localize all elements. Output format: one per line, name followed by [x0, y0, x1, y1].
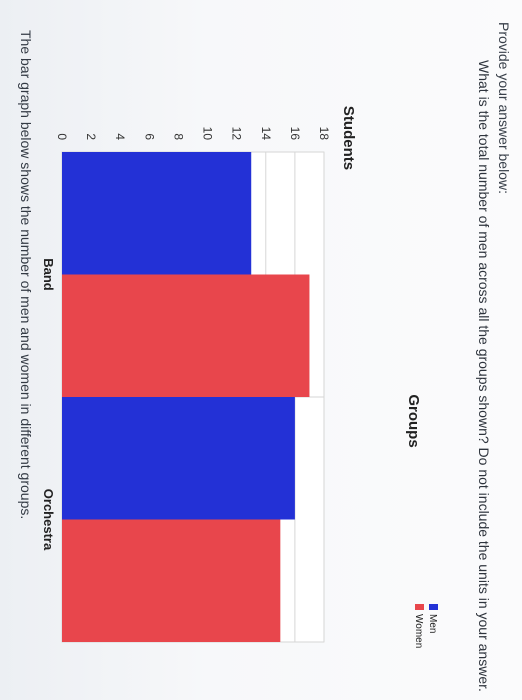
bar-men-band	[62, 152, 252, 275]
legend-swatch	[429, 604, 438, 610]
bar-men-orchestra	[62, 397, 295, 520]
y-tick-label: 10	[201, 127, 215, 141]
y-tick-label: 12	[230, 127, 244, 141]
x-category-label: Band	[41, 258, 56, 291]
y-tick-label: 8	[171, 133, 185, 140]
y-tick-label: 2	[84, 133, 98, 140]
question-text: What is the total number of men across a…	[476, 60, 492, 692]
y-tick-label: 18	[317, 127, 331, 141]
legend-label: Women	[413, 614, 424, 648]
y-axis-ticks: 0 2 4 6 8 10 12 14 16 18	[55, 127, 331, 141]
x-axis-title: Groups	[405, 394, 422, 447]
y-axis-title: Students	[340, 106, 357, 170]
bar-women-band	[62, 274, 310, 397]
x-category-label: Orchestra	[41, 489, 56, 551]
y-tick-label: 16	[288, 127, 302, 141]
y-tick-label: 6	[142, 133, 156, 140]
y-tick-label: 14	[259, 127, 273, 141]
bar-women-orchestra	[62, 519, 281, 642]
legend-label: Men	[427, 614, 438, 633]
answer-prompt-label: Provide your answer below:	[496, 22, 512, 194]
y-tick-label: 0	[55, 133, 69, 140]
legend-swatch	[415, 604, 424, 610]
chart-bars	[62, 152, 310, 642]
y-tick-label: 4	[113, 133, 127, 140]
x-axis-categories: Band Orchestra	[41, 258, 56, 551]
